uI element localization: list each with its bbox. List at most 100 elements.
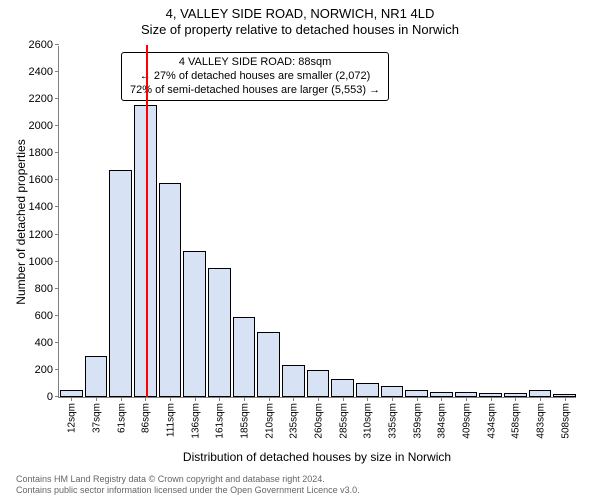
y-tick-mark xyxy=(55,152,59,153)
y-tick-label: 600 xyxy=(35,310,59,322)
histogram-bar xyxy=(85,356,108,397)
y-tick-label: 0 xyxy=(47,391,59,403)
x-tick-mark xyxy=(195,397,196,401)
x-tick-mark xyxy=(565,397,566,401)
histogram-bar xyxy=(109,170,132,397)
x-tick-label: 335sqm xyxy=(386,403,399,439)
histogram-bar xyxy=(60,390,83,397)
histogram-bar xyxy=(208,268,231,397)
x-tick-mark xyxy=(417,397,418,401)
plot-area: 4 VALLEY SIDE ROAD: 88sqm ← 27% of detac… xyxy=(58,46,576,398)
histogram-bar xyxy=(356,383,379,397)
x-tick-label: 111sqm xyxy=(164,403,177,437)
y-tick-label: 2400 xyxy=(29,66,59,78)
x-tick-label: 508sqm xyxy=(558,403,571,439)
x-tick-mark xyxy=(219,397,220,401)
histogram-bar xyxy=(257,332,280,397)
y-tick-mark xyxy=(55,125,59,126)
x-tick-mark xyxy=(244,397,245,401)
y-tick-label: 1600 xyxy=(29,174,59,186)
y-tick-mark xyxy=(55,369,59,370)
x-tick-label: 235sqm xyxy=(287,403,300,439)
x-tick-label: 260sqm xyxy=(312,403,325,439)
x-tick-mark xyxy=(96,397,97,401)
x-tick-mark xyxy=(466,397,467,401)
histogram-bar xyxy=(331,379,354,397)
y-tick-mark xyxy=(55,179,59,180)
title-line-2: Size of property relative to detached ho… xyxy=(0,22,600,38)
y-tick-label: 800 xyxy=(35,283,59,295)
y-tick-mark xyxy=(55,206,59,207)
title-line-1: 4, VALLEY SIDE ROAD, NORWICH, NR1 4LD xyxy=(0,6,600,22)
y-tick-label: 1400 xyxy=(29,201,59,213)
x-tick-label: 310sqm xyxy=(361,403,374,439)
y-tick-label: 2200 xyxy=(29,93,59,105)
x-tick-label: 285sqm xyxy=(336,403,349,439)
x-tick-label: 12sqm xyxy=(65,403,78,433)
histogram-bar xyxy=(159,183,182,397)
x-tick-mark xyxy=(71,397,72,401)
x-tick-label: 136sqm xyxy=(188,403,201,439)
x-tick-label: 37sqm xyxy=(90,403,103,433)
histogram-bar xyxy=(529,390,552,397)
x-tick-label: 434sqm xyxy=(484,403,497,439)
x-tick-label: 161sqm xyxy=(213,403,226,439)
x-tick-mark xyxy=(269,397,270,401)
y-tick-mark xyxy=(55,288,59,289)
title-block: 4, VALLEY SIDE ROAD, NORWICH, NR1 4LD Si… xyxy=(0,0,600,39)
x-tick-label: 185sqm xyxy=(238,403,251,439)
x-tick-mark xyxy=(145,397,146,401)
y-tick-mark xyxy=(55,315,59,316)
x-tick-mark xyxy=(293,397,294,401)
y-tick-label: 1800 xyxy=(29,147,59,159)
y-tick-label: 1200 xyxy=(29,229,59,241)
histogram-bar xyxy=(282,365,305,397)
x-tick-mark xyxy=(170,397,171,401)
y-tick-label: 2000 xyxy=(29,120,59,132)
callout-line-1: 4 VALLEY SIDE ROAD: 88sqm xyxy=(130,56,380,70)
x-tick-mark xyxy=(392,397,393,401)
callout-line-2: ← 27% of detached houses are smaller (2,… xyxy=(130,70,380,84)
x-tick-label: 210sqm xyxy=(262,403,275,439)
x-axis-label: Distribution of detached houses by size … xyxy=(58,450,576,464)
reference-line xyxy=(146,45,148,397)
y-tick-mark xyxy=(55,98,59,99)
callout-box: 4 VALLEY SIDE ROAD: 88sqm ← 27% of detac… xyxy=(121,52,389,101)
x-tick-mark xyxy=(441,397,442,401)
histogram-bar xyxy=(405,390,428,397)
y-tick-mark xyxy=(55,71,59,72)
callout-line-3: 72% of semi-detached houses are larger (… xyxy=(130,84,380,98)
y-tick-label: 400 xyxy=(35,337,59,349)
x-tick-label: 61sqm xyxy=(114,403,127,433)
x-tick-mark xyxy=(121,397,122,401)
histogram-bar xyxy=(183,251,206,397)
chart-container: 4, VALLEY SIDE ROAD, NORWICH, NR1 4LD Si… xyxy=(0,0,600,500)
y-tick-mark xyxy=(55,234,59,235)
footer-line-2: Contains public sector information licen… xyxy=(16,485,360,496)
histogram-bar xyxy=(307,370,330,397)
x-tick-label: 483sqm xyxy=(534,403,547,439)
y-tick-mark xyxy=(55,396,59,397)
x-tick-mark xyxy=(343,397,344,401)
x-tick-mark xyxy=(318,397,319,401)
y-tick-mark xyxy=(55,342,59,343)
y-tick-label: 200 xyxy=(35,364,59,376)
y-tick-label: 2600 xyxy=(29,39,59,51)
footer-line-1: Contains HM Land Registry data © Crown c… xyxy=(16,474,360,485)
y-tick-mark xyxy=(55,261,59,262)
y-tick-label: 1000 xyxy=(29,256,59,268)
x-tick-label: 458sqm xyxy=(509,403,522,439)
histogram-bar xyxy=(233,317,256,397)
y-tick-mark xyxy=(55,44,59,45)
x-tick-mark xyxy=(491,397,492,401)
x-tick-mark xyxy=(540,397,541,401)
y-axis-label: Number of detached properties xyxy=(14,46,28,398)
histogram-bar xyxy=(381,386,404,397)
x-tick-label: 86sqm xyxy=(139,403,152,433)
x-tick-mark xyxy=(515,397,516,401)
x-tick-label: 384sqm xyxy=(435,403,448,439)
x-tick-label: 409sqm xyxy=(460,403,473,439)
footer-attribution: Contains HM Land Registry data © Crown c… xyxy=(16,474,360,496)
x-tick-mark xyxy=(367,397,368,401)
x-tick-label: 359sqm xyxy=(410,403,423,439)
